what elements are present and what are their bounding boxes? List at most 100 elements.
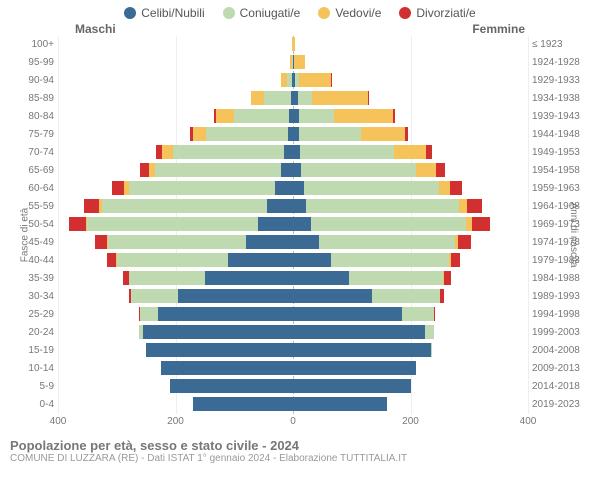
- bar-female: [293, 127, 528, 141]
- year-tick: 1974-1978: [532, 234, 596, 252]
- year-tick: 1939-1943: [532, 108, 596, 126]
- age-tick: 50-54: [8, 216, 54, 234]
- seg-widowed: [334, 109, 393, 123]
- seg-married: [372, 289, 440, 303]
- seg-divorced: [405, 127, 409, 141]
- pyramid-row: [58, 216, 528, 234]
- bar-male: [58, 91, 293, 105]
- age-tick: 95-99: [8, 54, 54, 72]
- year-tick: 1924-1928: [532, 54, 596, 72]
- seg-single: [258, 217, 293, 231]
- seg-single: [293, 271, 349, 285]
- seg-single: [293, 253, 331, 267]
- age-tick: 90-94: [8, 72, 54, 90]
- bar-female: [293, 217, 528, 231]
- year-tick: 1959-1963: [532, 180, 596, 198]
- bar-female: [293, 163, 528, 177]
- legend-label: Vedovi/e: [335, 6, 381, 20]
- year-tick: 1954-1958: [532, 162, 596, 180]
- seg-single: [293, 343, 431, 357]
- x-tick: 400: [520, 416, 537, 427]
- x-tick: 400: [50, 416, 67, 427]
- seg-single: [281, 163, 293, 177]
- age-tick: 0-4: [8, 396, 54, 414]
- seg-divorced: [368, 91, 369, 105]
- legend-item-single: Celibi/Nubili: [124, 6, 204, 20]
- seg-married: [108, 235, 246, 249]
- bar-male: [58, 397, 293, 411]
- seg-divorced: [444, 271, 451, 285]
- seg-married: [300, 145, 394, 159]
- bar-male: [58, 181, 293, 195]
- bar-male: [58, 163, 293, 177]
- seg-single: [293, 145, 300, 159]
- pyramid-row: [58, 198, 528, 216]
- seg-widowed: [294, 55, 305, 69]
- bar-female: [293, 343, 528, 357]
- legend-swatch: [318, 7, 330, 19]
- age-tick: 85-89: [8, 90, 54, 108]
- seg-single: [293, 361, 416, 375]
- seg-divorced: [69, 217, 85, 231]
- year-tick: 2004-2008: [532, 342, 596, 360]
- age-tick: 70-74: [8, 144, 54, 162]
- seg-widowed: [312, 91, 368, 105]
- bar-male: [58, 235, 293, 249]
- seg-widowed: [299, 73, 331, 87]
- seg-married: [131, 289, 178, 303]
- seg-divorced: [450, 181, 462, 195]
- bar-male: [58, 307, 293, 321]
- seg-single: [293, 163, 301, 177]
- year-tick: ≤ 1923: [532, 36, 596, 54]
- seg-single: [178, 289, 293, 303]
- seg-single: [158, 307, 293, 321]
- pyramid-row: [58, 180, 528, 198]
- seg-single: [267, 199, 293, 213]
- year-tick: 2019-2023: [532, 396, 596, 414]
- seg-married: [299, 127, 361, 141]
- age-tick: 45-49: [8, 234, 54, 252]
- year-tick: 1984-1988: [532, 270, 596, 288]
- seg-married: [129, 271, 205, 285]
- pyramid-row: [58, 288, 528, 306]
- seg-divorced: [112, 181, 124, 195]
- bar-female: [293, 181, 528, 195]
- bar-male: [58, 343, 293, 357]
- pyramid-row: [58, 108, 528, 126]
- bar-male: [58, 361, 293, 375]
- year-tick: 1944-1948: [532, 126, 596, 144]
- pyramid-row: [58, 72, 528, 90]
- population-pyramid-chart: Celibi/Nubili Coniugati/e Vedovi/e Divor…: [0, 0, 600, 500]
- seg-divorced: [440, 289, 444, 303]
- bar-male: [58, 379, 293, 393]
- seg-widowed: [293, 37, 295, 51]
- pyramid-row: [58, 54, 528, 72]
- year-tick: 1929-1933: [532, 72, 596, 90]
- x-tick: 200: [402, 416, 419, 427]
- seg-single: [293, 289, 372, 303]
- bar-female: [293, 307, 528, 321]
- age-tick: 80-84: [8, 108, 54, 126]
- legend-item-widowed: Vedovi/e: [318, 6, 381, 20]
- seg-married: [425, 325, 434, 339]
- legend-label: Coniugati/e: [240, 6, 301, 20]
- seg-single: [293, 379, 411, 393]
- seg-single: [284, 145, 293, 159]
- seg-married: [431, 343, 432, 357]
- age-tick: 20-24: [8, 324, 54, 342]
- year-tick: 1969-1973: [532, 216, 596, 234]
- seg-married: [234, 109, 290, 123]
- seg-divorced: [472, 217, 490, 231]
- x-tick: 200: [167, 416, 184, 427]
- seg-single: [161, 361, 293, 375]
- bar-female: [293, 199, 528, 213]
- bar-female: [293, 73, 528, 87]
- bar-female: [293, 253, 528, 267]
- gender-headers: Maschi Femmine: [0, 20, 600, 36]
- pyramid-row: [58, 126, 528, 144]
- bar-female: [293, 91, 528, 105]
- seg-divorced: [467, 199, 482, 213]
- legend-label: Divorziati/e: [416, 6, 475, 20]
- y-axis-year: ≤ 19231924-19281929-19331934-19381939-19…: [532, 36, 596, 434]
- bar-male: [58, 199, 293, 213]
